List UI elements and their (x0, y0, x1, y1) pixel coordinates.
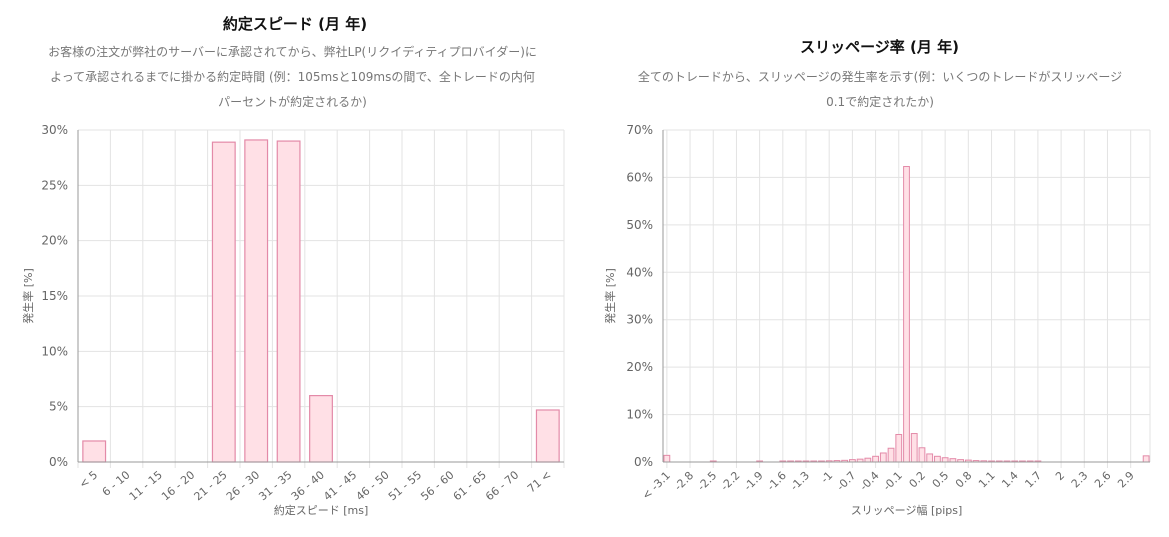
bar[interactable] (887, 447, 895, 463)
y-tick-label: 20% (41, 234, 68, 248)
x-tick-label: -1.6 (765, 469, 789, 493)
bar[interactable] (211, 141, 236, 463)
bar[interactable] (910, 433, 918, 463)
x-tick-label: < -3.1 (640, 469, 673, 502)
slippage-description: 全てのトレードから、スリッページの発生率を示す(例：いくつのトレードがスリッペー… (637, 70, 1123, 109)
x-tick-label: 61 - 65 (451, 468, 489, 503)
bar[interactable] (879, 452, 887, 463)
x-tick-label: 2 (1053, 469, 1067, 483)
bar[interactable] (895, 433, 903, 463)
y-tick-label: 10% (626, 408, 653, 422)
x-tick-label: 26 - 30 (224, 468, 262, 503)
x-tick-label: -2.2 (718, 469, 742, 493)
bar[interactable] (535, 409, 560, 463)
y-tick-label: 20% (626, 360, 653, 374)
bar[interactable] (864, 457, 872, 463)
bar[interactable] (1142, 455, 1150, 463)
y-tick-label: 10% (41, 344, 68, 358)
y-tick-label: 0% (49, 455, 68, 469)
x-tick-label: 71 < (525, 468, 554, 495)
x-tick-label: -1.9 (741, 469, 765, 493)
bar[interactable] (941, 457, 949, 463)
y-tick-label: 30% (626, 313, 653, 327)
x-tick-label: -0.1 (881, 469, 905, 493)
x-tick-label: 16 - 20 (159, 468, 197, 503)
x-tick-label: 1.4 (999, 469, 1021, 491)
bar[interactable] (663, 454, 671, 463)
slippage-chart: 0% 10% 20% 30% 40% 50% 60% 70% < -3.1-2.8-2.5-2.… (603, 123, 1151, 517)
y-tick-label: 0% (634, 455, 653, 469)
x-tick-label: -2.5 (695, 469, 719, 493)
bar[interactable] (872, 455, 879, 463)
execution-speed-panel: 約定スピード (月 年) お客様の注文が弊社のサーバーに承認されてから、弊社LP… (21, 15, 565, 517)
x-tick-label: -0.4 (857, 469, 881, 493)
y-tick-label: 40% (626, 265, 653, 279)
y-tick-label: 60% (626, 170, 653, 184)
x-tick-label: 1.7 (1022, 469, 1044, 491)
execution-speed-description: お客様の注文が弊社のサーバーに承認されてから、弊社LP(リクイディティプロバイダ… (48, 45, 537, 109)
x-tick-label: -1 (818, 469, 835, 486)
x-tick-label: 1.1 (976, 469, 998, 491)
y-axis-label: 発生率 [%] (603, 268, 617, 324)
x-tick-label: 46 - 50 (354, 468, 392, 503)
y-tick-label: 50% (626, 218, 653, 232)
bar[interactable] (276, 140, 301, 463)
x-tick-label: 0.2 (907, 469, 929, 491)
x-tick-label: 51 - 55 (386, 468, 424, 503)
x-tick-label: 66 - 70 (483, 468, 521, 503)
slippage-title: スリッページ率 (月 年) (800, 38, 959, 56)
bar[interactable] (918, 447, 926, 463)
bar[interactable] (926, 453, 934, 463)
x-tick-label: 2.9 (1115, 469, 1137, 491)
y-tick-label: 70% (626, 123, 653, 137)
y-axis-label: 発生率 [%] (21, 268, 35, 324)
execution-speed-title: 約定スピード (月 年) (222, 15, 368, 33)
y-tick-label: 30% (41, 123, 68, 137)
x-tick-label: 2.6 (1092, 469, 1114, 491)
x-tick-label: 0.5 (930, 469, 952, 491)
x-tick-label: -2.8 (672, 469, 696, 493)
bar[interactable] (903, 166, 910, 463)
x-tick-label: -1.3 (788, 469, 812, 493)
x-tick-label: 41 - 45 (321, 468, 359, 503)
y-tick-label: 15% (41, 289, 68, 303)
x-tick-label: 11 - 15 (127, 468, 165, 503)
x-tick-label: 21 - 25 (192, 468, 230, 503)
x-tick-label: < 5 (77, 468, 100, 491)
bar[interactable] (934, 455, 941, 463)
y-tick-label: 5% (49, 400, 68, 414)
x-tick-label: 2.3 (1069, 469, 1091, 491)
x-tick-label: 36 - 40 (289, 468, 327, 503)
x-tick-label: 56 - 60 (418, 468, 456, 503)
bar[interactable] (82, 440, 107, 463)
x-tick-label: 31 - 35 (256, 468, 294, 503)
x-axis-label: スリッページ幅 [pips] (851, 504, 963, 517)
x-tick-label: 0.8 (953, 469, 975, 491)
x-tick-label: -0.7 (834, 469, 858, 493)
bar[interactable] (244, 139, 269, 463)
slippage-panel: スリッページ率 (月 年) 全てのトレードから、スリッページの発生率を示す(例：… (590, 0, 1169, 537)
x-axis-label: 約定スピード [ms] (274, 503, 369, 517)
y-tick-label: 25% (41, 178, 68, 192)
bar[interactable] (309, 395, 333, 463)
